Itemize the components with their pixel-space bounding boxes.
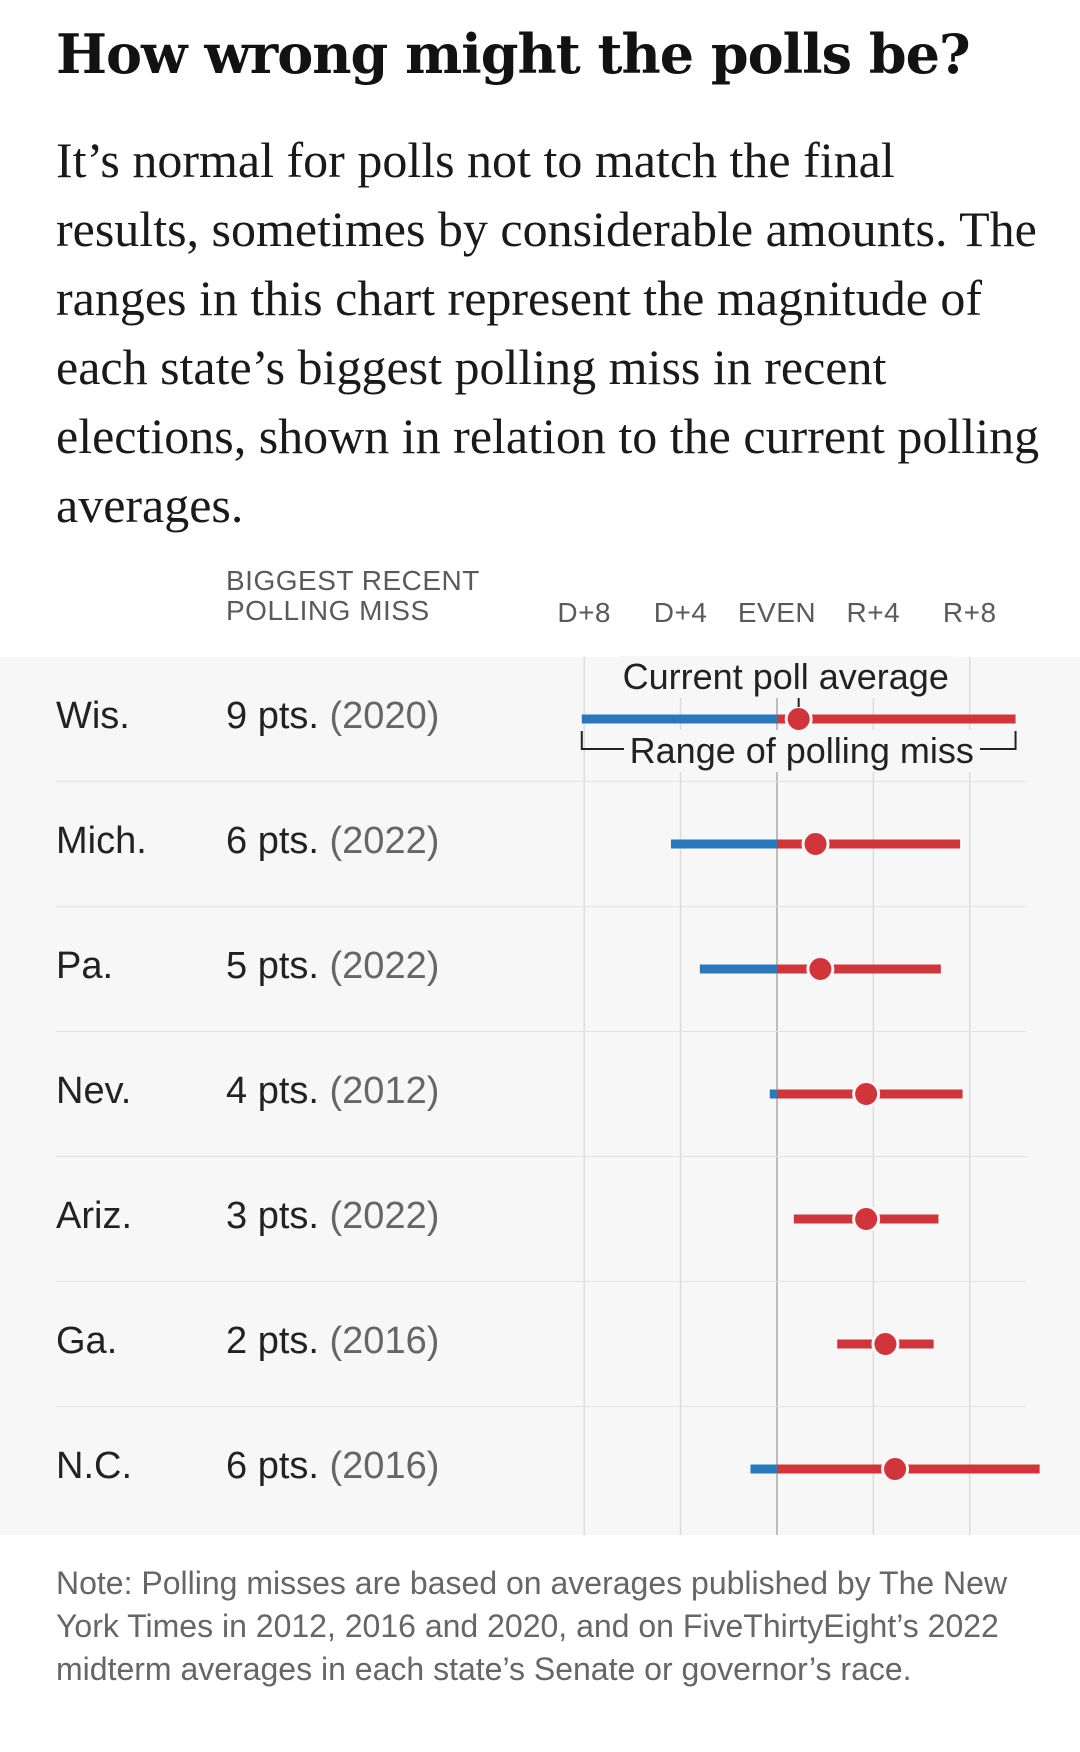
x-tick-label: EVEN bbox=[737, 597, 817, 628]
table-row: Wis. 9 pts. (2020) bbox=[56, 657, 1026, 782]
chart-panel: Wis. 9 pts. (2020) Mich. 6 pts. (2022) Pa. 5 … bbox=[0, 657, 1080, 1535]
poll-average-dot bbox=[881, 1455, 910, 1483]
miss-year: (2022) bbox=[329, 1195, 440, 1237]
miss-points: 3 pts. bbox=[226, 1195, 319, 1237]
annotation-range-of-miss: Range of polling miss bbox=[623, 730, 980, 772]
table-row: Ga. 2 pts. (2016) bbox=[56, 1282, 1026, 1407]
x-tick-label: D+8 bbox=[557, 597, 612, 628]
miss-points: 6 pts. bbox=[226, 820, 319, 862]
table-row: Nev. 4 pts. (2012) bbox=[56, 1032, 1026, 1157]
table-row: N.C. 6 pts. (2016) bbox=[56, 1407, 1026, 1532]
miss-label: 2 pts. (2016) bbox=[226, 1320, 439, 1363]
state-label: N.C. bbox=[56, 1445, 132, 1487]
miss-label: 4 pts. (2012) bbox=[226, 1070, 439, 1113]
state-label: Wis. bbox=[56, 695, 130, 737]
miss-label: 6 pts. (2022) bbox=[226, 820, 439, 863]
state-label: Pa. bbox=[56, 945, 114, 987]
x-tick-label: R+4 bbox=[846, 597, 901, 628]
miss-label: 6 pts. (2016) bbox=[226, 1445, 439, 1488]
chart-plot bbox=[580, 657, 1040, 1535]
table-row: Mich. 6 pts. (2022) bbox=[56, 782, 1026, 907]
poll-average-dot bbox=[871, 1330, 900, 1358]
chart-title: How wrong might the polls be? bbox=[56, 22, 971, 86]
miss-label: 3 pts. (2022) bbox=[226, 1195, 439, 1238]
x-tick-label: D+4 bbox=[653, 597, 708, 628]
miss-points: 5 pts. bbox=[226, 945, 319, 987]
miss-points: 4 pts. bbox=[226, 1070, 319, 1112]
miss-points: 6 pts. bbox=[226, 1445, 319, 1487]
table-row: Pa. 5 pts. (2022) bbox=[56, 907, 1026, 1032]
poll-average-dot bbox=[852, 1205, 881, 1233]
column-header: BIGGEST RECENT POLLING MISS bbox=[226, 566, 486, 626]
chart-note: Note: Polling misses are based on averag… bbox=[56, 1565, 1008, 1687]
table-row: Ariz. 3 pts. (2022) bbox=[56, 1157, 1026, 1282]
miss-year: (2022) bbox=[329, 820, 440, 862]
miss-points: 2 pts. bbox=[226, 1320, 319, 1362]
state-label: Ga. bbox=[56, 1320, 118, 1362]
x-tick-label: R+8 bbox=[942, 597, 997, 628]
state-label: Mich. bbox=[56, 820, 147, 862]
poll-average-dot bbox=[801, 830, 830, 858]
miss-year: (2016) bbox=[329, 1320, 440, 1362]
column-header-line1: BIGGEST RECENT bbox=[226, 565, 480, 596]
miss-label: 5 pts. (2022) bbox=[226, 945, 439, 988]
miss-year: (2016) bbox=[329, 1445, 440, 1487]
poll-average-dot bbox=[806, 955, 835, 983]
state-label: Ariz. bbox=[56, 1195, 132, 1237]
miss-year: (2012) bbox=[329, 1070, 440, 1112]
miss-label: 9 pts. (2020) bbox=[226, 695, 439, 738]
state-label: Nev. bbox=[56, 1070, 132, 1112]
miss-year: (2022) bbox=[329, 945, 440, 987]
annotation-current-average: Current poll average bbox=[618, 656, 953, 698]
miss-year: (2020) bbox=[329, 695, 440, 737]
poll-average-dot bbox=[852, 1080, 881, 1108]
chart-subtitle: It’s normal for polls not to match the f… bbox=[56, 132, 1040, 533]
miss-points: 9 pts. bbox=[226, 695, 319, 737]
column-header-line2: POLLING MISS bbox=[226, 595, 430, 626]
